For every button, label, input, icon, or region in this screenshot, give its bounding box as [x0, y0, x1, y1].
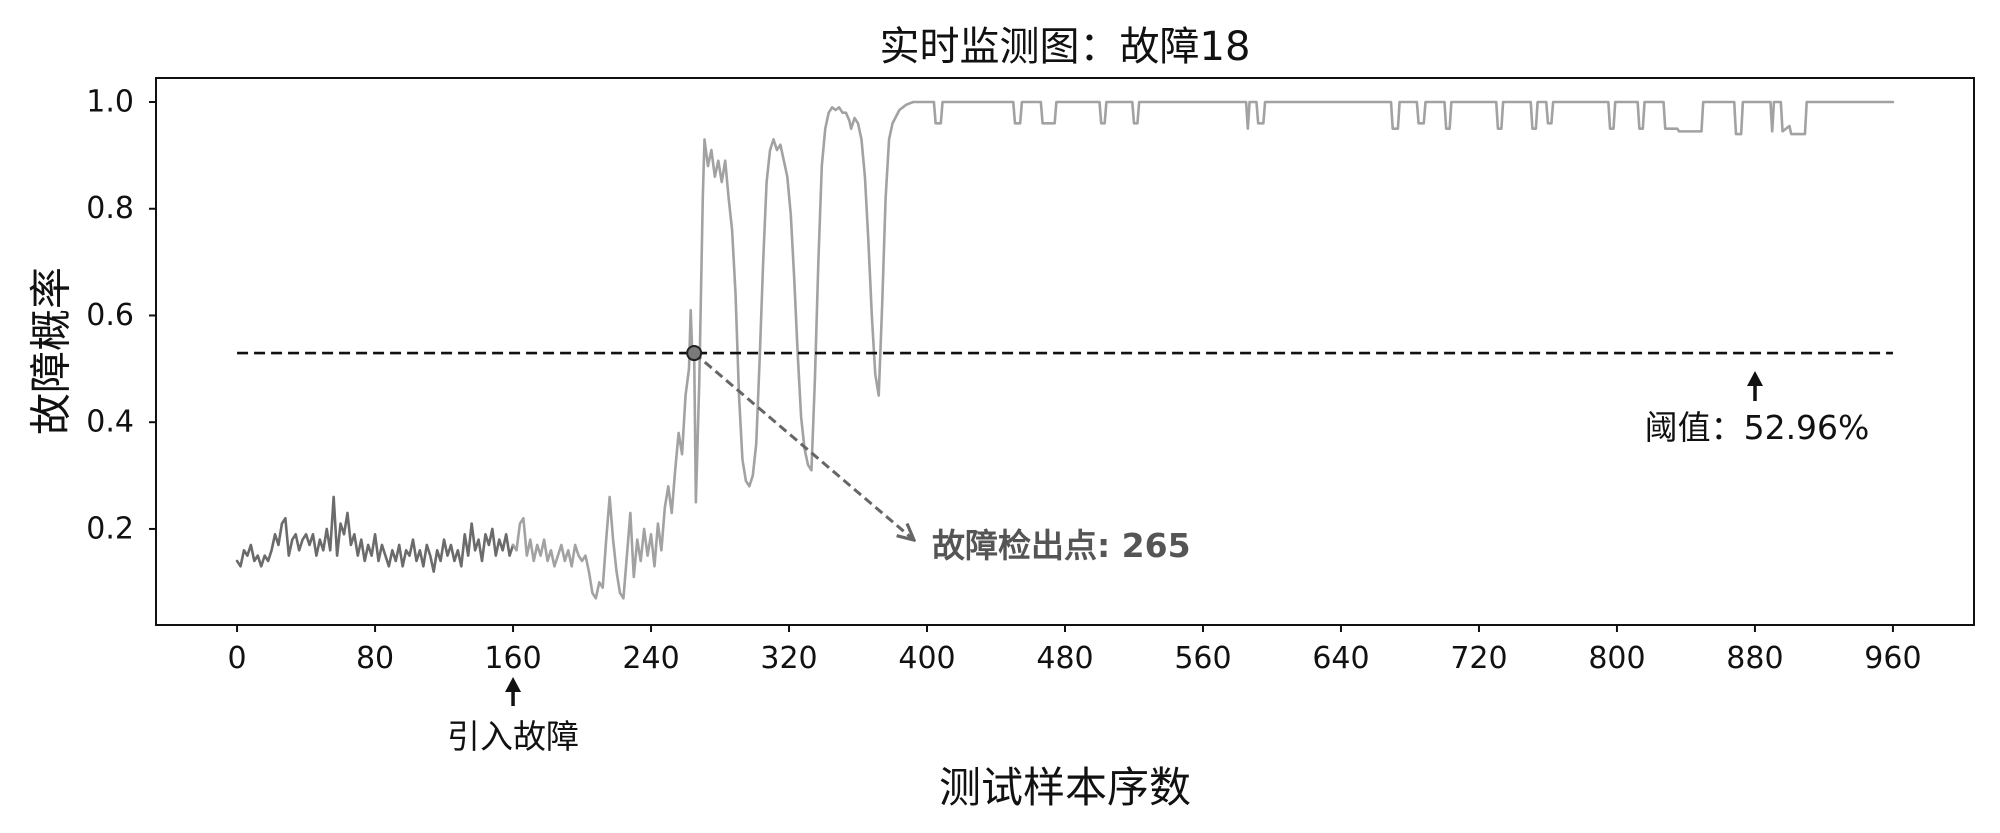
x-tick-label: 160 — [484, 641, 541, 676]
detection-pointer-arrow — [693, 351, 914, 540]
fault-introduced-annotation: 引入故障 — [447, 677, 579, 756]
x-tick-label: 320 — [760, 641, 817, 676]
threshold-label: 阈值：52.96% — [1645, 408, 1870, 447]
y-tick-label: 0.4 — [86, 405, 134, 440]
y-axis-label: 故障概率 — [27, 267, 76, 435]
x-tick-label: 240 — [622, 641, 679, 676]
y-tick-label: 0.6 — [86, 298, 134, 333]
fault-introduced-label: 引入故障 — [447, 717, 579, 756]
detection-point-marker — [686, 345, 703, 362]
up-arrow-head-icon — [1747, 371, 1763, 386]
probability-line-after-fault — [511, 100, 1895, 600]
x-tick-label: 480 — [1036, 641, 1093, 676]
y-tick-label: 0.2 — [86, 511, 134, 546]
x-tick-label: 640 — [1312, 641, 1369, 676]
x-tick-label: 400 — [898, 641, 955, 676]
x-tick-label: 80 — [356, 641, 394, 676]
x-tick-label: 560 — [1174, 641, 1231, 676]
x-tick-label: 0 — [228, 641, 247, 676]
probability-line-before-fault — [235, 495, 515, 573]
axis-ticks: 0 80 160 240 320 400 480 560 640 720 800 880 960 0.2 0… — [86, 85, 1921, 676]
x-tick-label: 800 — [1588, 641, 1645, 676]
y-tick-label: 1.0 — [86, 85, 134, 120]
up-arrow-head-icon — [505, 677, 522, 692]
x-axis-label: 测试样本序数 — [939, 763, 1191, 812]
plot-area — [235, 100, 1895, 600]
threshold-annotation: 阈值：52.96% — [1645, 371, 1870, 447]
detection-label: 故障检出点: 265 — [932, 526, 1191, 565]
chart-title: 实时监测图：故障18 — [880, 24, 1251, 70]
x-tick-label: 960 — [1864, 641, 1921, 676]
x-tick-label: 880 — [1726, 641, 1783, 676]
x-tick-label: 720 — [1450, 641, 1507, 676]
y-tick-label: 0.8 — [86, 191, 134, 226]
